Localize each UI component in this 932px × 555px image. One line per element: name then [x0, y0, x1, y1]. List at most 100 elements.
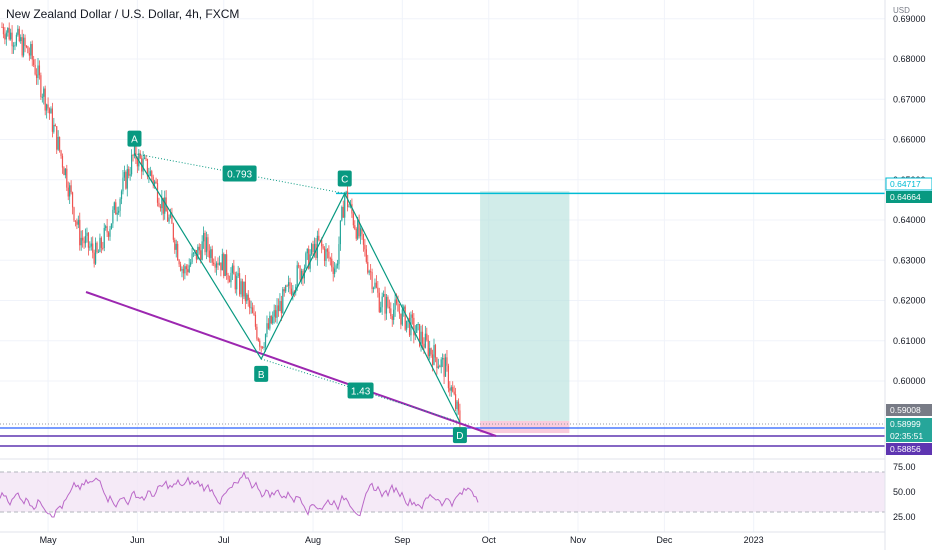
- candle-body: [230, 272, 232, 283]
- candle-body: [322, 246, 324, 249]
- candle-body: [241, 281, 244, 297]
- candle-body: [357, 220, 359, 239]
- candle-body: [135, 142, 137, 160]
- candle-body: [57, 136, 59, 150]
- candle-body: [341, 206, 343, 221]
- badge-countdown-box: [886, 430, 932, 442]
- candle-body: [95, 242, 97, 264]
- candle-body: [332, 267, 334, 274]
- candle-body: [459, 410, 461, 426]
- candle-body: [413, 317, 415, 336]
- candle-body: [406, 320, 408, 330]
- candle-body: [113, 202, 115, 210]
- candle-body: [368, 271, 370, 273]
- candle-body: [246, 294, 248, 302]
- candle-body: [237, 273, 239, 277]
- candle-body: [439, 366, 441, 368]
- y-tick-label: 0.64000: [893, 215, 926, 225]
- candle-body: [63, 167, 65, 176]
- candle-body: [17, 28, 19, 35]
- target-zone[interactable]: [480, 191, 570, 421]
- x-tick-label: Oct: [482, 535, 497, 545]
- candle-body: [296, 265, 298, 287]
- candle-body: [203, 232, 205, 242]
- candle-body: [60, 150, 62, 156]
- candle-body: [263, 346, 265, 348]
- candle-body: [200, 250, 202, 260]
- candle-body: [172, 223, 174, 240]
- candle-body: [168, 217, 170, 222]
- y-tick-label: 0.63000: [893, 255, 926, 265]
- candle-body: [211, 249, 213, 263]
- y-tick-label: 0.62000: [893, 296, 926, 306]
- candle-body: [8, 27, 10, 40]
- candle-body: [4, 34, 6, 40]
- ratio-ac: 0.793: [227, 170, 252, 181]
- candle-body: [35, 74, 38, 79]
- candle-body: [128, 169, 130, 176]
- candle-body: [267, 323, 269, 329]
- candle-body: [122, 177, 124, 192]
- candle-body: [273, 310, 275, 317]
- candle-body: [264, 334, 267, 347]
- candle-body: [408, 317, 411, 336]
- pattern-legs[interactable]: [133, 153, 461, 423]
- candle-body: [339, 220, 341, 245]
- candle-body: [97, 251, 100, 253]
- candle-body: [146, 159, 149, 177]
- candle-body: [401, 309, 403, 325]
- candle-body: [132, 154, 134, 156]
- candle-body: [381, 296, 383, 308]
- candle-body: [358, 220, 360, 237]
- candle-body: [426, 333, 428, 340]
- candle-body: [188, 265, 190, 273]
- candle-body: [53, 124, 55, 132]
- candle-body: [11, 32, 13, 47]
- candle-body: [213, 262, 215, 265]
- y-tick-label: 0.60000: [893, 376, 926, 386]
- candle-body: [375, 282, 377, 288]
- badge-target-lower: 0.64664: [890, 192, 921, 202]
- candle-body: [46, 104, 48, 111]
- candle-body: [182, 268, 185, 274]
- badge-target-upper: 0.64717: [890, 179, 921, 189]
- candle-body: [207, 237, 209, 251]
- badge-current-box: [886, 418, 932, 430]
- candle-body: [251, 307, 254, 314]
- candle-body: [417, 324, 419, 326]
- candle-body: [106, 226, 108, 233]
- x-tick-label: Jun: [130, 535, 145, 545]
- rsi-line[interactable]: [0, 471, 479, 518]
- candle-body: [192, 252, 195, 254]
- candle-body: [210, 249, 212, 258]
- candle-body: [453, 391, 455, 395]
- candle-body: [277, 305, 280, 312]
- candle-body: [335, 265, 337, 269]
- candle-body: [378, 292, 380, 312]
- candle-body: [393, 309, 395, 320]
- candle-body: [306, 248, 308, 254]
- badge-stop-box: [886, 443, 932, 455]
- candle-body: [234, 274, 236, 290]
- candle-body: [280, 301, 282, 314]
- candle-body: [179, 264, 182, 271]
- candle-body: [162, 197, 164, 214]
- candle-body: [84, 235, 87, 244]
- candle-body: [431, 354, 434, 365]
- candle-body: [361, 228, 363, 235]
- candle-body: [69, 185, 71, 197]
- candle-body: [308, 248, 310, 269]
- candle-body: [420, 331, 422, 346]
- candle-body: [51, 108, 53, 132]
- candle-body: [15, 34, 17, 46]
- candle-body: [43, 88, 45, 97]
- badge-stop: 0.58856: [890, 444, 921, 454]
- currency-label: USD: [893, 6, 910, 15]
- candle-body: [96, 242, 98, 252]
- x-tick-label: Sep: [394, 535, 410, 545]
- label-c-box: [337, 170, 352, 187]
- candle-body: [287, 282, 290, 286]
- stop-zone[interactable]: [480, 420, 570, 434]
